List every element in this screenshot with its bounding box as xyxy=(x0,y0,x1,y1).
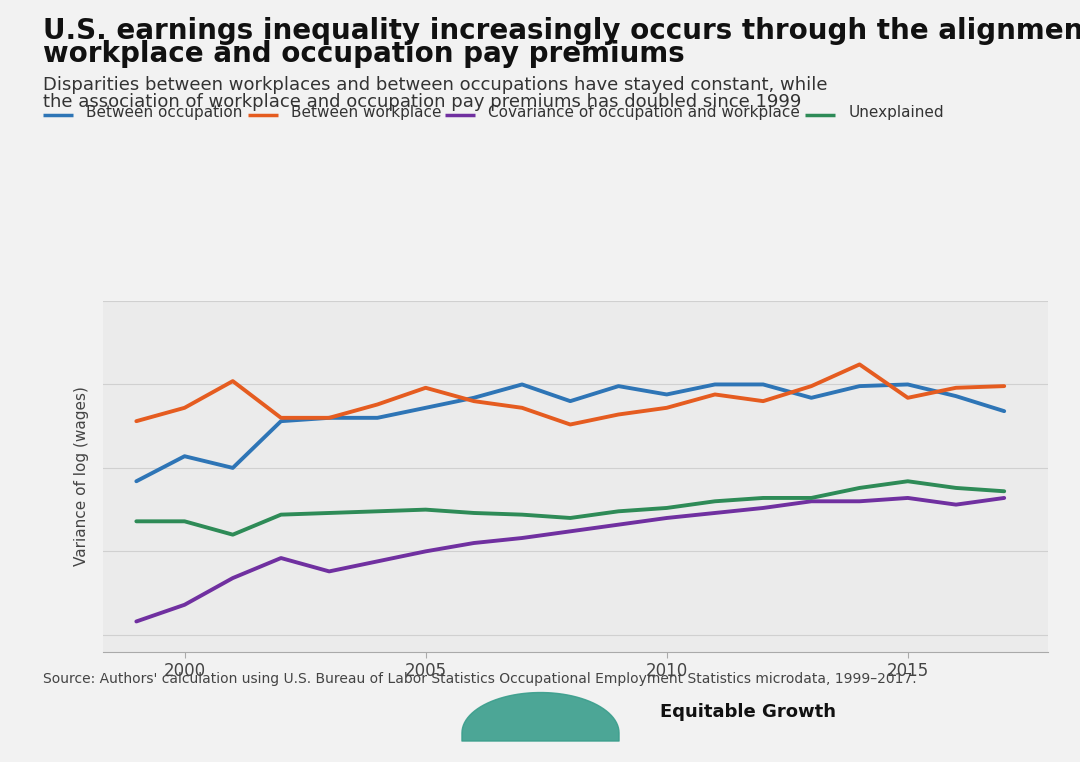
Text: Source: Authors' calculation using U.S. Bureau of Labor Statistics Occupational : Source: Authors' calculation using U.S. … xyxy=(43,672,917,686)
Text: Between occupation: Between occupation xyxy=(86,104,243,120)
Text: workplace and occupation pay premiums: workplace and occupation pay premiums xyxy=(43,40,685,68)
Text: the association of workplace and occupation pay premiums has doubled since 1999: the association of workplace and occupat… xyxy=(43,93,801,111)
Text: Disparities between workplaces and between occupations have stayed constant, whi: Disparities between workplaces and betwe… xyxy=(43,76,827,94)
Y-axis label: Variance of log (wages): Variance of log (wages) xyxy=(75,386,90,566)
Text: Between workplace: Between workplace xyxy=(292,104,442,120)
Text: Covariance of occupation and workplace: Covariance of occupation and workplace xyxy=(488,104,800,120)
Text: U.S. earnings inequality increasingly occurs through the alignment of: U.S. earnings inequality increasingly oc… xyxy=(43,17,1080,45)
Text: Equitable Growth: Equitable Growth xyxy=(661,703,836,721)
Text: Unexplained: Unexplained xyxy=(849,104,944,120)
